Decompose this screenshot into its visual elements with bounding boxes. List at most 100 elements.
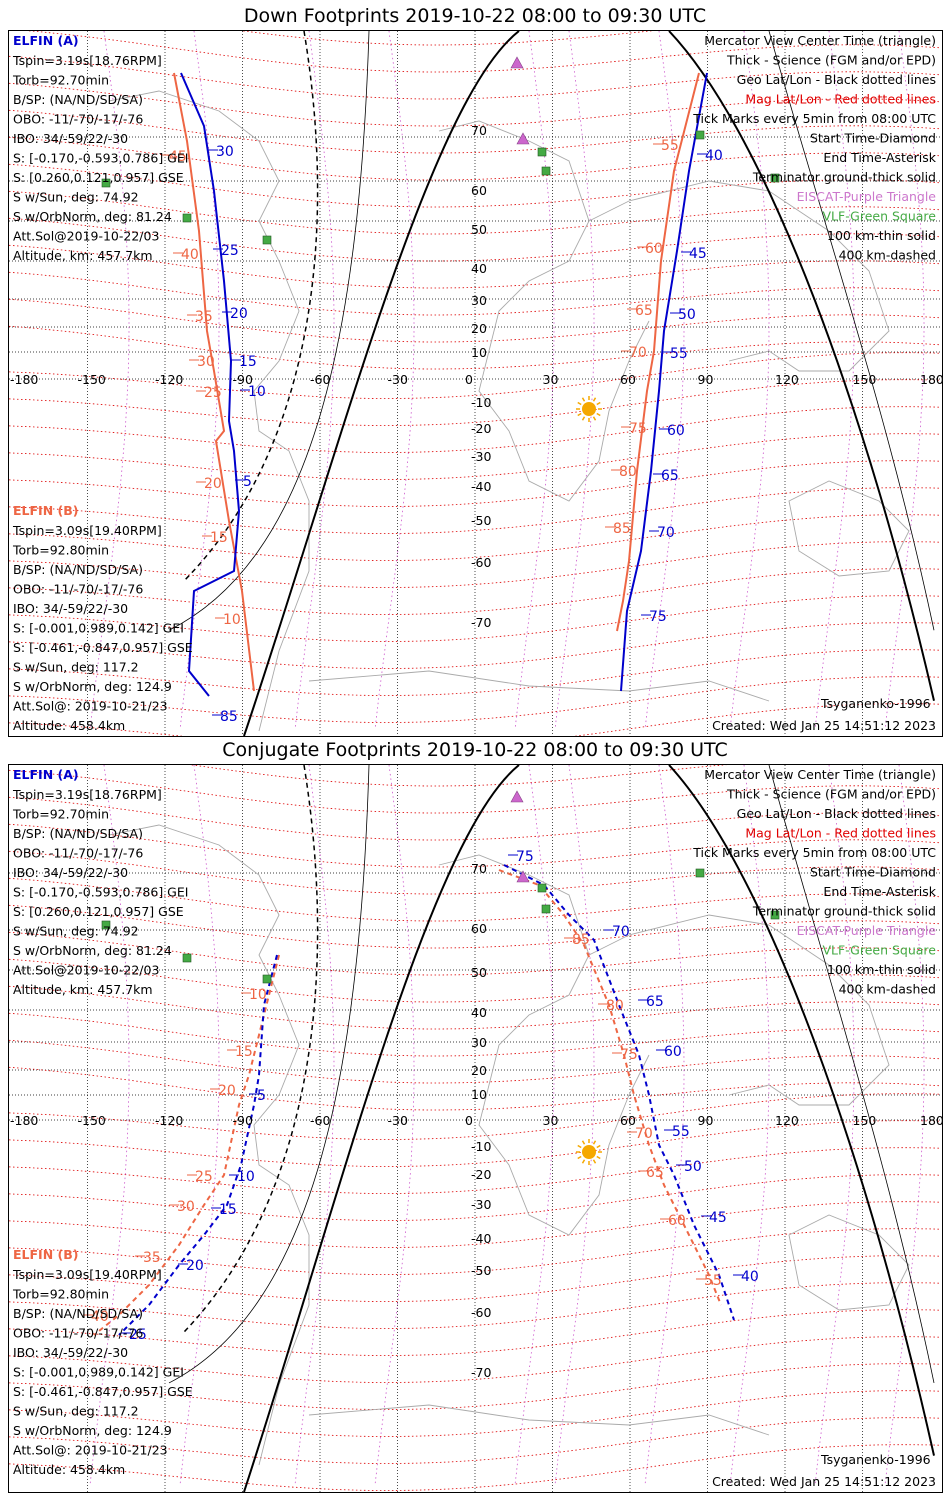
latitude-tick-label: 60 [471, 921, 487, 936]
track-time-label: 65 [646, 994, 664, 1010]
track-time-label: 55 [670, 346, 688, 362]
conjugate-panel-title: Conjugate Footprints 2019-10-22 08:00 to… [222, 739, 728, 761]
longitude-tick-label: 120 [775, 372, 799, 387]
footprint-100km-line [168, 31, 370, 631]
mag-grid-meridian [644, 765, 685, 1486]
mag-grid-latitude [9, 1066, 940, 1111]
latitude-tick-label: 10 [471, 345, 487, 360]
mag-grid-latitude [9, 877, 940, 922]
latitude-tick-label: 60 [471, 183, 487, 198]
latitude-tick-label: 30 [471, 293, 487, 308]
mag-grid-latitude [9, 55, 940, 100]
track-time-label: 25 [195, 1169, 213, 1185]
latitude-tick-label: 30 [471, 1035, 487, 1050]
orbit-footprint-track [118, 954, 278, 1336]
latitude-tick-label: 70 [471, 123, 487, 138]
mag-grid-meridian [729, 31, 770, 728]
mag-grid-latitude [9, 163, 940, 208]
terminator-line [668, 765, 935, 1456]
spacecraft-parameter: S: [-0.461,-0.847,0.957] GSE [13, 640, 193, 655]
track-time-label: 15 [239, 354, 257, 370]
spacecraft-parameter: S: [-0.461,-0.847,0.957] GSE [13, 1384, 193, 1399]
mag-grid-latitude [9, 796, 940, 841]
track-time-label: 50 [678, 307, 696, 323]
track-time-label: 30 [177, 1199, 195, 1215]
track-time-label: 35 [195, 309, 213, 325]
legend-entry: 100 km-thin solid [827, 228, 936, 243]
vlf-station-square [101, 178, 111, 188]
spacecraft-parameter: S: [-0.001,0.989,0.142] GEI [13, 621, 184, 636]
longitude-tick-label: -180 [10, 372, 38, 387]
continent-outline [788, 1214, 910, 1311]
longitude-tick-label: -180 [10, 1113, 38, 1128]
latitude-tick-label: 40 [471, 261, 487, 276]
track-time-label: 75 [620, 1047, 638, 1063]
track-time-label: 10 [249, 987, 267, 1003]
legend-entry: Terminator ground-thick solid [752, 904, 936, 919]
orbit-footprint-track [503, 864, 735, 1321]
mag-grid-meridian [294, 765, 335, 1486]
eiscat-station-triangle [510, 790, 524, 803]
legend-entry: Start Time-Diamond [810, 131, 936, 146]
track-time-label: 30 [197, 354, 215, 370]
track-time-label: 15 [219, 1202, 237, 1218]
longitude-tick-label: -150 [78, 1113, 106, 1128]
spacecraft-name: ELFIN (B) [13, 1247, 78, 1262]
legend-entry: Geo Lat/Lon - Black dotted lines [737, 72, 936, 87]
track-time-label: 75 [629, 421, 647, 437]
mag-grid-latitude [26, 31, 940, 73]
footprint-100km-line [168, 765, 370, 1384]
longitude-tick-label: -60 [310, 1113, 330, 1128]
mag-grid-latitude [9, 958, 940, 1003]
spacecraft-parameter: Torb=92.70min [12, 73, 109, 88]
spacecraft-parameter: IBO: 34/-59/22/-30 [13, 131, 128, 146]
sun-ray [577, 1144, 582, 1149]
model-name-label: Tsyganenko-1996 [820, 696, 931, 711]
created-timestamp: Created: Wed Jan 25 14:51:12 2023 [712, 718, 936, 733]
orbit-footprint-track [93, 954, 280, 1336]
track-time-label: 65 [661, 468, 679, 484]
longitude-tick-label: -30 [388, 1113, 408, 1128]
spacecraft-parameter: B/SP: (NA/ND/SD/SA) [13, 826, 143, 841]
longitude-tick-label: 0 [465, 372, 473, 387]
track-time-label: 70 [612, 924, 630, 940]
longitude-tick-label: 150 [853, 1113, 877, 1128]
sun-ray [596, 1155, 601, 1160]
latitude-tick-label: 50 [471, 222, 487, 237]
sun-ray [592, 1140, 597, 1145]
longitude-tick-label: 60 [620, 1113, 636, 1128]
sun-icon [582, 1145, 596, 1159]
legend-entry: 100 km-thin solid [827, 962, 936, 977]
legend-entry: Mag Lat/Lon - Red dotted lines [745, 92, 936, 107]
continent-outline [788, 480, 910, 577]
longitude-tick-label: 30 [543, 372, 559, 387]
track-time-label: 65 [646, 1165, 664, 1181]
latitude-tick-label: 50 [471, 965, 487, 980]
vlf-station-square [262, 974, 272, 984]
vlf-station-square [695, 868, 705, 878]
latitude-tick-label: 40 [471, 1005, 487, 1020]
continent-outline [308, 1404, 770, 1436]
mag-grid-meridian [179, 765, 220, 1486]
conjugate-footprints-map: 10 15 5 20 25 10 30 15 35 20 40 25 75 85 70 80 65 75 60 70 5… [8, 764, 943, 1493]
latitude-tick-label: -60 [471, 1305, 491, 1320]
legend-entry: End Time-Asterisk [823, 150, 936, 165]
mag-grid-latitude [9, 82, 940, 127]
track-time-label: 50 [684, 1159, 702, 1175]
spacecraft-parameter: Altitude, km: 457.7km [13, 248, 153, 263]
track-time-label: 60 [668, 1213, 686, 1229]
orbit-footprint-track [498, 869, 722, 1306]
mag-grid-latitude [9, 823, 940, 868]
spacecraft-parameter: Att.Sol@2019-10-22/03 [13, 963, 159, 978]
created-timestamp: Created: Wed Jan 25 14:51:12 2023 [712, 1474, 936, 1489]
latitude-tick-label: -40 [471, 479, 491, 494]
footprint-100km-line [768, 765, 935, 1384]
continent-outline [308, 670, 770, 702]
footprint-400km-line [183, 31, 319, 582]
latitude-tick-label: 70 [471, 861, 487, 876]
sun-ray [581, 1159, 586, 1164]
spacecraft-parameter: S: [-0.170,-0.593,0.786] GEI [13, 885, 188, 900]
sun-ray [592, 1159, 597, 1164]
legend-entry: Mercator View Center Time (triangle) [704, 33, 936, 48]
latitude-tick-label: -30 [471, 1197, 491, 1212]
